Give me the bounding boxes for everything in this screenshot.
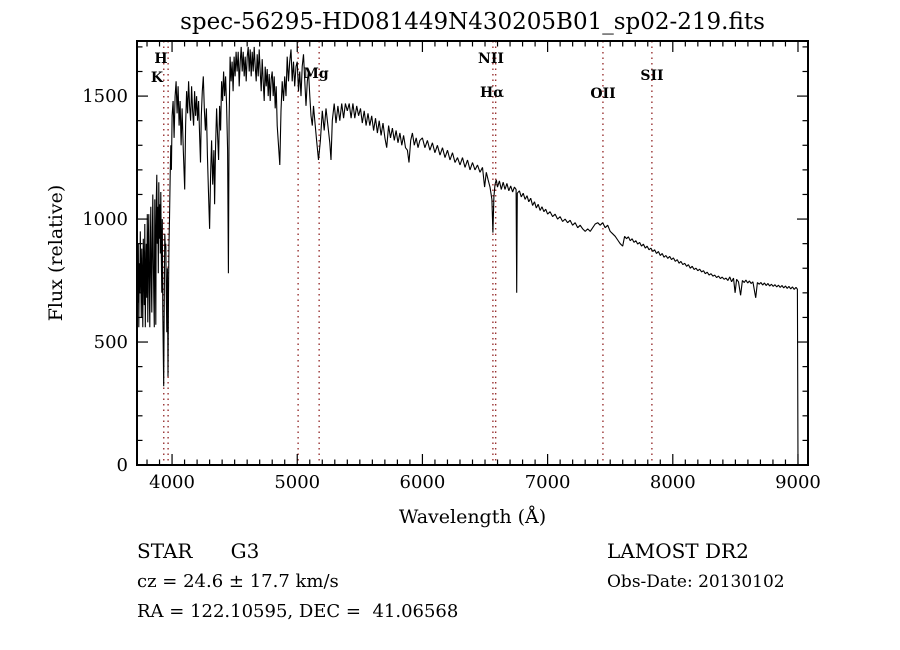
x-tick-label: 5000	[274, 472, 320, 493]
ra-dec-text: RA = 122.10595, DEC = 41.06568	[137, 601, 459, 622]
x-tick-label: 8000	[650, 472, 696, 493]
spectral-line-label: Mg	[303, 66, 328, 82]
spectral-line-label: H	[154, 51, 167, 67]
y-tick-label: 1500	[82, 86, 128, 107]
y-tick-label: 0	[117, 455, 128, 476]
spectrum-path	[137, 46, 799, 466]
x-tick-label: 9000	[775, 472, 821, 493]
plot-frame	[136, 40, 809, 466]
spectral-line-label: NII	[478, 51, 504, 67]
spectral-line-label: Hα	[480, 85, 504, 101]
x-tick-label: 6000	[400, 472, 446, 493]
survey-release-text: LAMOST DR2	[607, 539, 749, 563]
cz-velocity-text: cz = 24.6 ± 17.7 km/s	[137, 571, 339, 592]
plot-title: spec-56295-HD081449N430205B01_sp02-219.f…	[180, 9, 765, 35]
y-tick-label: 500	[94, 332, 128, 353]
obs-date-text: Obs-Date: 20130102	[607, 572, 785, 592]
x-tick-label: 4000	[149, 472, 195, 493]
spectral-line-label: SII	[640, 68, 663, 84]
spectral-line-label: K	[151, 70, 164, 86]
object-class-text: STAR G3	[137, 539, 260, 563]
y-tick-label: 1000	[82, 209, 128, 230]
y-axis-title: Flux (relative)	[45, 184, 67, 322]
x-tick-label: 7000	[525, 472, 571, 493]
spectral-line-label: OII	[590, 86, 615, 102]
x-axis-title: Wavelength (Å)	[398, 506, 547, 528]
